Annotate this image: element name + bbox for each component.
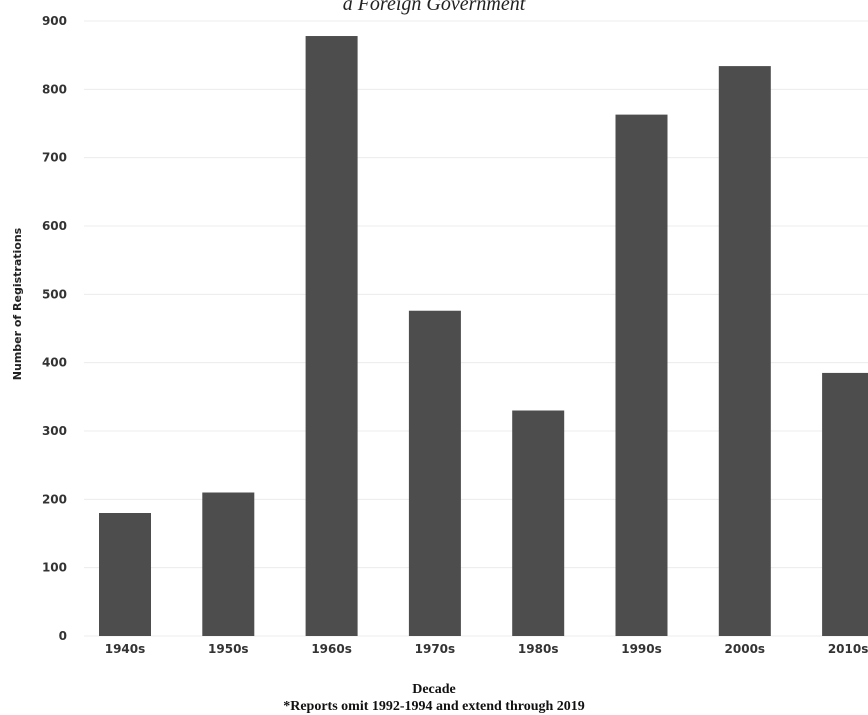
x-tick-label: 1960s <box>311 642 352 656</box>
y-tick-label: 200 <box>42 492 67 506</box>
x-tick-label: 1990s <box>621 642 662 656</box>
bar-1960s <box>305 36 358 637</box>
bar-1950s <box>202 492 255 636</box>
bar-1990s <box>615 114 668 636</box>
chart-title: a Foreign Government <box>343 0 526 15</box>
bar-1980s <box>512 410 565 636</box>
bar-2010s <box>822 372 868 636</box>
x-axis-label: Decade <box>412 682 456 697</box>
x-tick-label: 1950s <box>208 642 249 656</box>
x-tick-label: 2000s <box>725 642 766 656</box>
y-tick-label: 500 <box>42 287 67 301</box>
y-tick-label: 400 <box>42 356 67 370</box>
bars <box>99 36 868 637</box>
bar-2000s <box>718 66 771 637</box>
x-tick-labels: 1940s 1950s 1960s 1970s 1980s 1990s 2000s 2010s <box>105 642 868 656</box>
x-tick-label: 1980s <box>518 642 559 656</box>
y-axis-label: Number of Registrations <box>11 227 24 380</box>
x-tick-label: 1970s <box>415 642 456 656</box>
y-tick-label: 0 <box>59 629 67 643</box>
y-tick-label: 900 <box>42 14 67 28</box>
y-tick-labels: 0 100 200 300 400 500 600 700 800 900 <box>42 14 67 643</box>
y-tick-label: 300 <box>42 424 67 438</box>
y-tick-label: 600 <box>42 219 67 233</box>
footnote: *Reports omit 1992-1994 and extend throu… <box>283 699 585 714</box>
bar-1940s <box>99 513 151 636</box>
x-tick-label: 2010s <box>828 642 868 656</box>
y-tick-label: 100 <box>42 561 67 575</box>
y-tick-label: 800 <box>42 82 67 96</box>
bar-1970s <box>408 310 461 636</box>
x-tick-label: 1940s <box>105 642 146 656</box>
y-tick-label: 700 <box>42 151 67 165</box>
